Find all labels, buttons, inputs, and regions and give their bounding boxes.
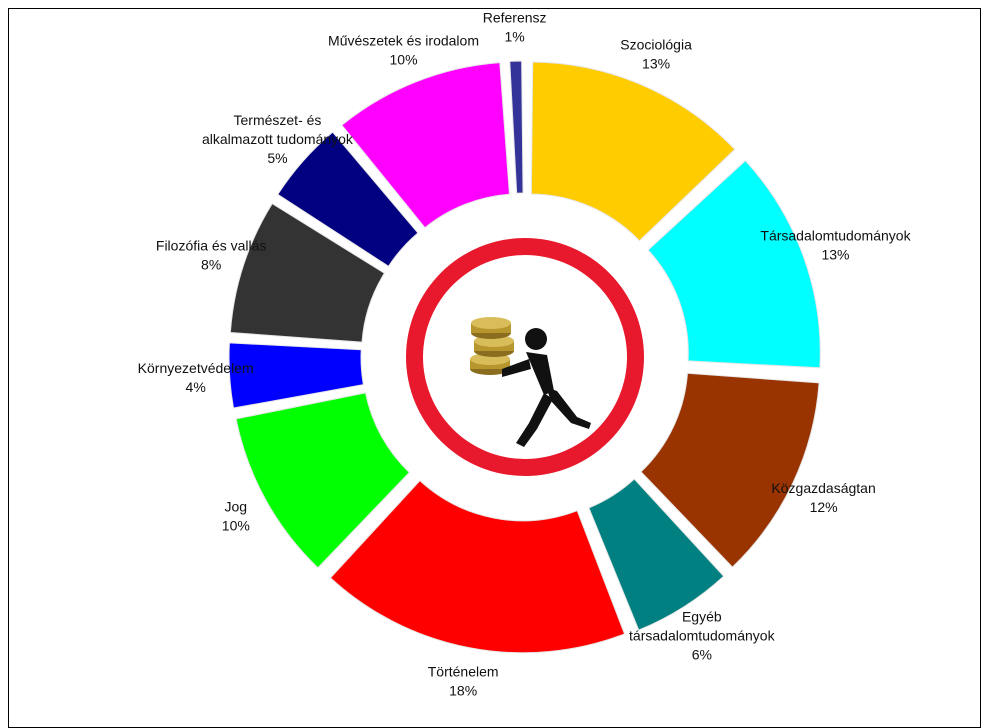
slice-percent: 10% (390, 52, 418, 68)
slice-percent: 13% (642, 56, 670, 72)
slice-name: Filozófia és vallás (156, 238, 267, 254)
slice-label: Környezetvédelem 4% (138, 360, 254, 395)
coins-stack (470, 317, 514, 375)
slice-label: Referensz 1% (483, 10, 547, 45)
slice-label: Művészetek és irodalom 10% (328, 33, 479, 68)
slice-percent: 13% (821, 247, 849, 263)
slice-label: Szociológia 13% (620, 37, 692, 72)
pie-slice (228, 342, 365, 409)
pie-slice (647, 159, 821, 369)
slice-name: Szociológia (620, 37, 692, 53)
pie-slice (229, 202, 386, 343)
chart-frame: Szociológia 13% Társadalomtudományok 13% Köz… (8, 8, 981, 728)
slice-name: Közgazdaságtan (771, 480, 875, 496)
slice-name: Történelem (428, 664, 499, 680)
slice-percent: 4% (186, 379, 206, 395)
slice-name: Egyéb (682, 609, 722, 625)
slice-name: alkalmazott tudományok (202, 131, 354, 147)
slice-percent: 10% (222, 517, 250, 533)
slice-percent: 6% (692, 647, 712, 663)
pie-slice (530, 61, 736, 242)
slice-name: Természet- és (234, 112, 322, 128)
slice-label: Jog 10% (222, 498, 250, 533)
pie-slice (640, 372, 820, 568)
pie-slice (235, 392, 410, 569)
center-ring-inner (423, 255, 627, 459)
slice-label: Filozófia és vallás 8% (156, 238, 267, 273)
running-figure (502, 328, 591, 447)
slice-percent: 1% (505, 29, 525, 45)
pie-slice (588, 478, 725, 631)
slice-name: Jog (225, 498, 248, 514)
slice-name: Referensz (483, 10, 547, 26)
slice-label: Egyéb társadalomtudományok 6% (629, 609, 776, 663)
slice-name: Művészetek és irodalom (328, 33, 479, 49)
slice-percent: 18% (449, 683, 477, 699)
labels-layer: Szociológia 13% Társadalomtudományok 13% Köz… (138, 10, 912, 699)
slice-percent: 12% (810, 499, 838, 515)
slice-name: Társadalomtudományok (760, 228, 911, 244)
person-carrying-coins-icon (406, 238, 644, 476)
slice-percent: 8% (201, 257, 221, 273)
pie-slice (277, 131, 419, 267)
pie-slice (341, 62, 510, 229)
slice-name: társadalomtudományok (629, 628, 776, 644)
slice-label: Közgazdaságtan 12% (771, 480, 875, 515)
pie-slice (509, 60, 524, 194)
pie-slice (329, 479, 626, 654)
slice-percent: 5% (267, 150, 287, 166)
donut-chart: Szociológia 13% Társadalomtudományok 13% Köz… (138, 10, 912, 699)
slice-name: Környezetvédelem (138, 360, 254, 376)
slices-layer (228, 60, 821, 654)
slice-label: Társadalomtudományok 13% (760, 228, 911, 263)
slice-label: Természet- és alkalmazott tudományok 5% (202, 112, 354, 166)
slice-label: Történelem 18% (428, 664, 499, 699)
